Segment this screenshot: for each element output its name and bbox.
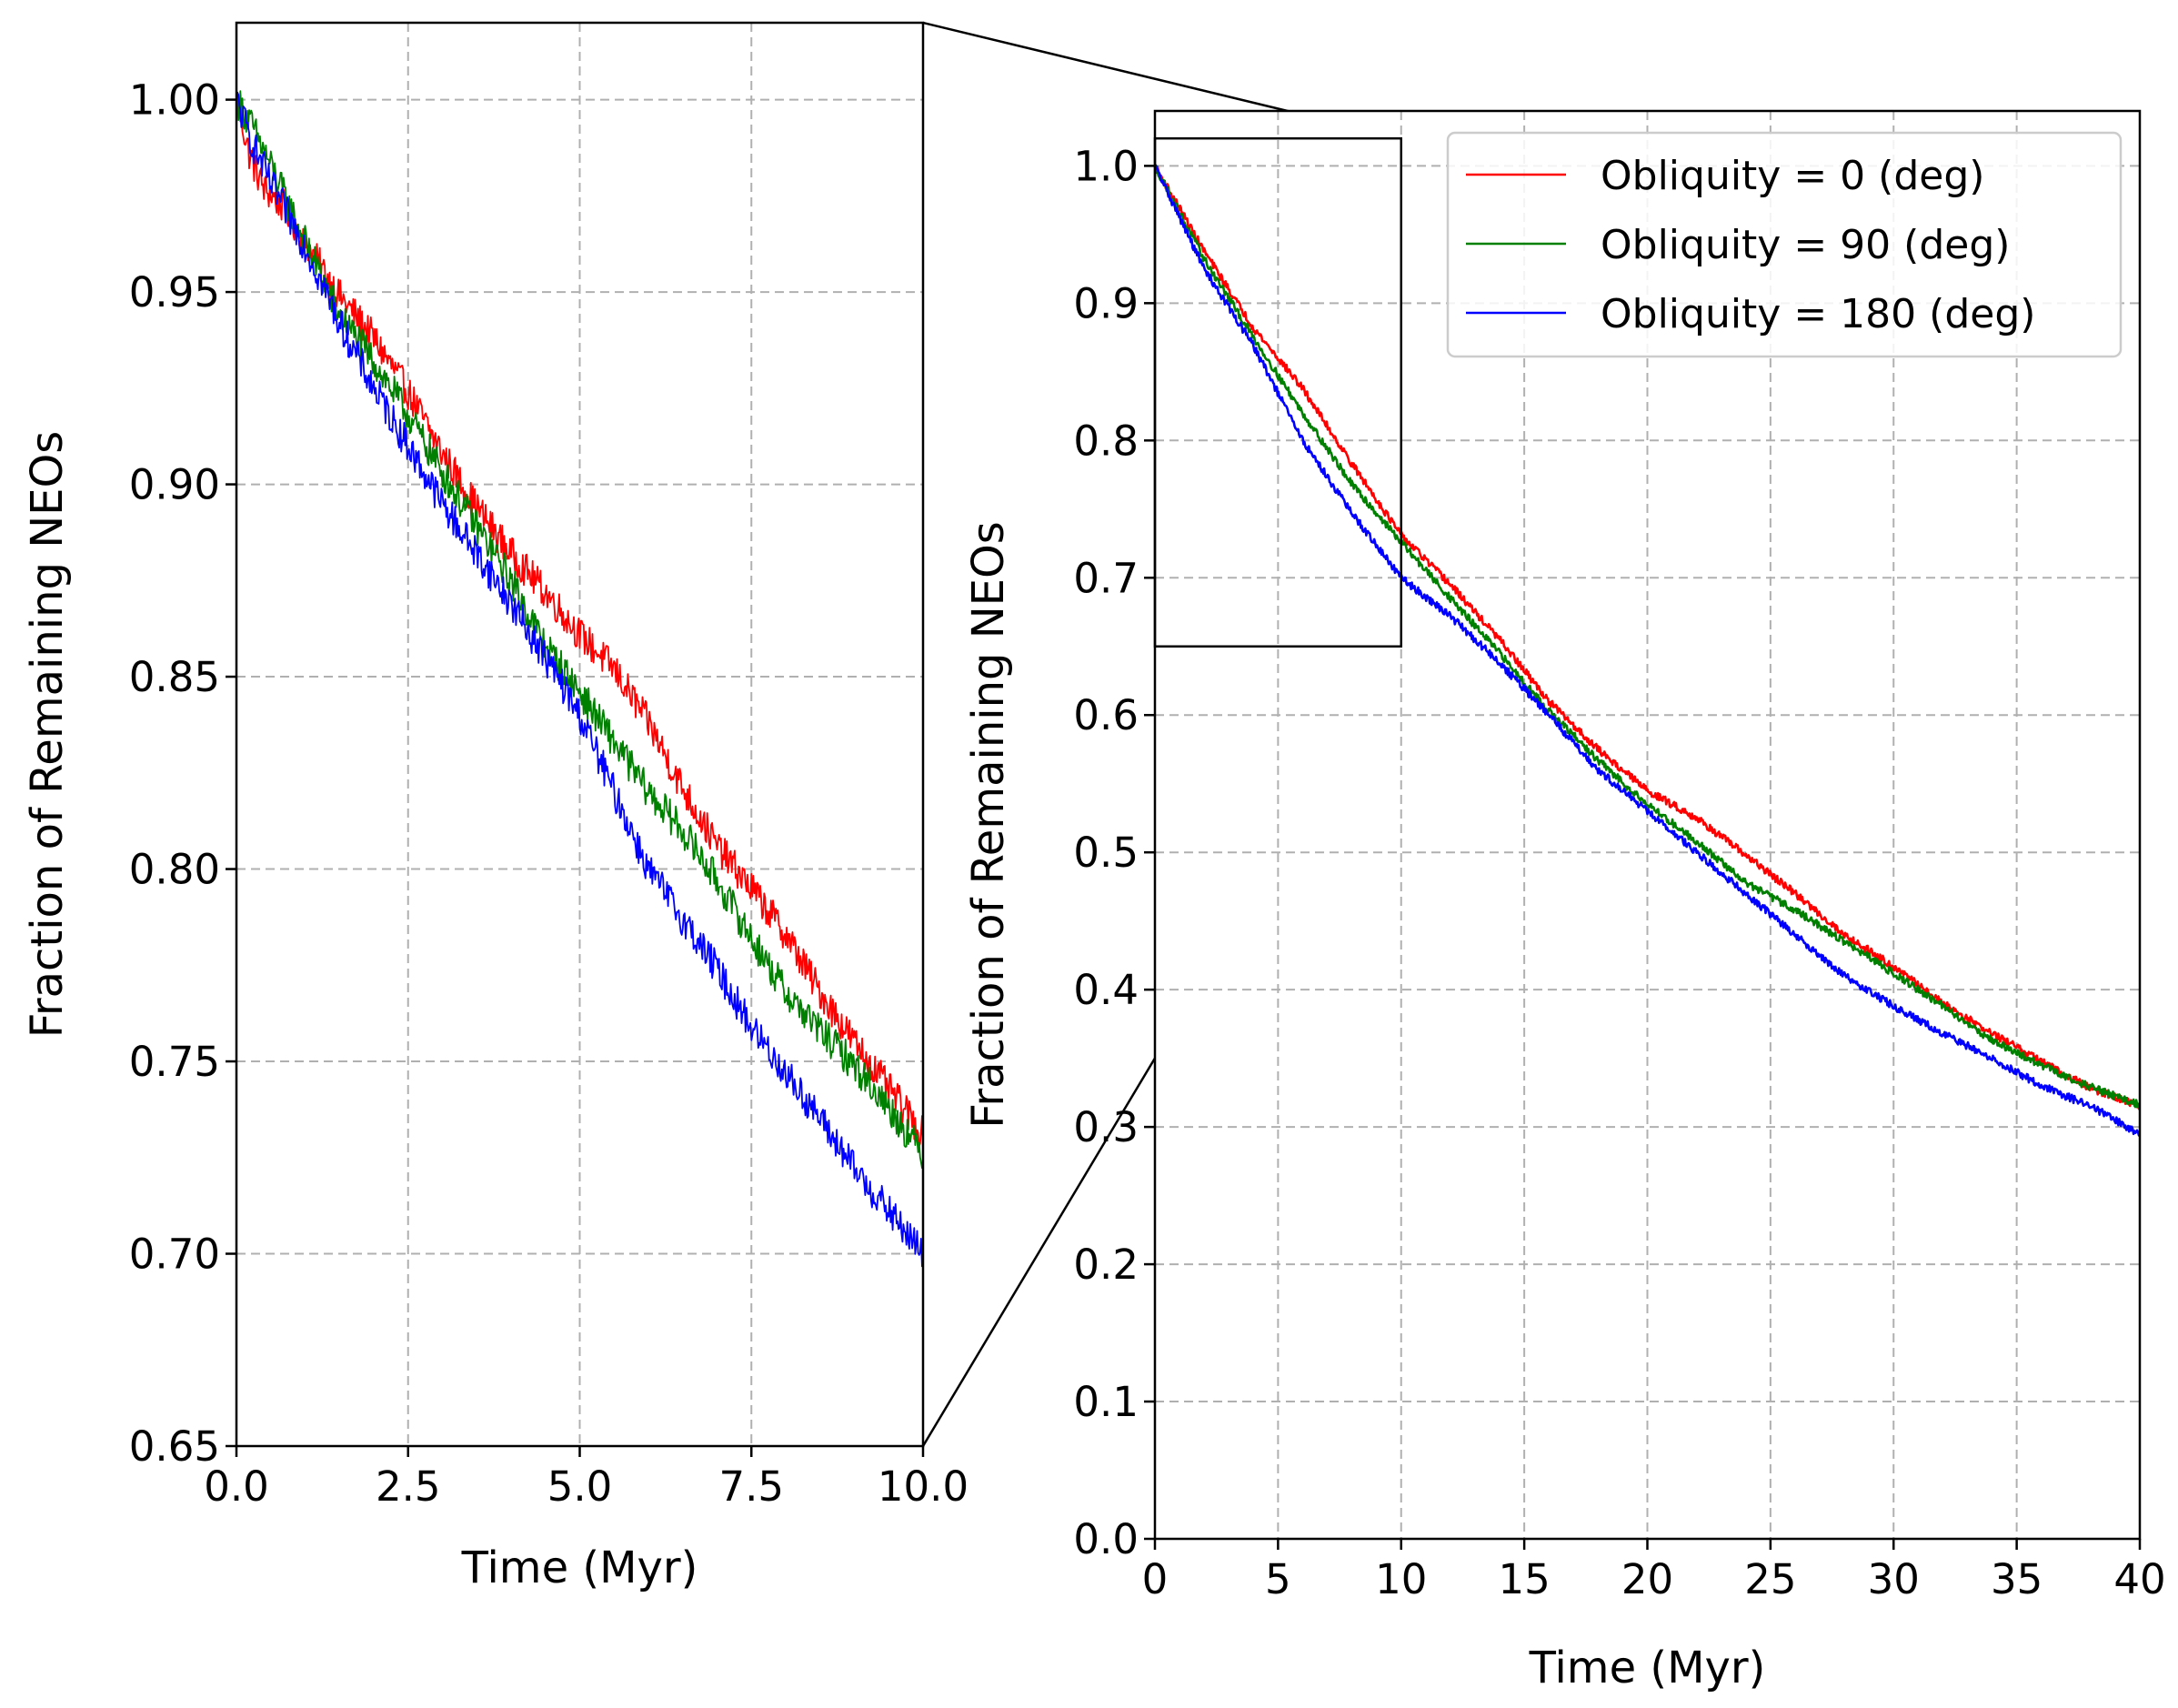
y-tick-label: 0.65 [129,1422,220,1471]
x-axis-title: Time (Myr) [1529,1643,1766,1693]
series-group [236,90,923,1268]
y-tick-label: 0.0 [1073,1515,1139,1563]
x-tick-label: 20 [1621,1555,1673,1603]
y-tick-label: 0.80 [129,846,220,894]
y-tick-label: 0.75 [129,1038,220,1086]
x-tick-label: 10.0 [878,1462,969,1511]
x-tick-label: 40 [2113,1555,2165,1603]
x-axis-title: Time (Myr) [461,1542,698,1593]
y-tick-label: 0.95 [129,268,220,316]
y-tick-label: 0.3 [1073,1103,1139,1151]
y-tick-label: 1.0 [1073,142,1139,190]
legend-label-0: Obliquity = 0 (deg) [1601,153,1984,199]
zoom-plot: 0.0 2.5 5.0 7.5 10.0 0.65 0.70 0.75 0.80 0.85 0.90… [22,21,969,1593]
y-tick-label: 0.6 [1073,691,1139,739]
x-tick-label: 35 [1991,1555,2043,1603]
y-tick-label: 0.2 [1073,1241,1139,1289]
x-tick-label: 10 [1375,1555,1427,1603]
series-group [1155,164,2140,1137]
x-tick-label: 30 [1868,1555,1920,1603]
series-line-1 [236,90,923,1170]
y-tick-label: 0.70 [129,1231,220,1279]
y-tick-label: 0.9 [1073,279,1139,327]
zoom-box [1153,136,1402,648]
x-tick-label: 0.0 [204,1462,269,1511]
legend: Obliquity = 0 (deg) Obliquity = 90 (deg) O… [1446,131,2123,358]
series-line-1 [1155,164,2140,1109]
y-axis-title: Fraction of Remaining NEOs [963,521,1014,1129]
x-tick-label: 0 [1142,1555,1169,1603]
y-tick-label: 0.85 [129,653,220,701]
y-tick-label: 0.7 [1073,554,1139,602]
x-tick-label: 25 [1744,1555,1796,1603]
y-axis-title: Fraction of Remaining NEOs [22,431,73,1039]
legend-box [1446,131,2123,358]
y-tick-label: 0.90 [129,461,220,509]
series-line-2 [1155,164,2140,1137]
y-tick-label: 0.4 [1073,966,1139,1014]
x-tick-label: 5.0 [547,1462,613,1511]
full-plot: 0 5 10 15 20 25 30 35 40 0.0 0.1 0.2 0.3 0.4 0.5 0.6 0.7… [963,109,2166,1693]
series-line-0 [236,95,923,1151]
x-tick-label: 2.5 [376,1462,441,1511]
series-line-2 [236,91,923,1268]
y-tick-label: 0.1 [1073,1378,1139,1426]
series-line-0 [1155,164,2140,1110]
legend-label-2: Obliquity = 180 (deg) [1601,291,2035,337]
y-tick-label: 0.5 [1073,829,1139,877]
x-tick-label: 7.5 [718,1462,784,1511]
y-tick-label: 1.00 [129,76,220,125]
y-tick-label: 0.8 [1073,417,1139,465]
legend-label-1: Obliquity = 90 (deg) [1601,222,2010,268]
x-tick-label: 15 [1498,1555,1550,1603]
x-tick-label: 5 [1265,1555,1291,1603]
